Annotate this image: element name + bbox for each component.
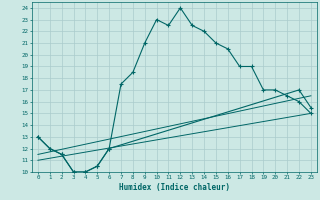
X-axis label: Humidex (Indice chaleur): Humidex (Indice chaleur) [119, 183, 230, 192]
